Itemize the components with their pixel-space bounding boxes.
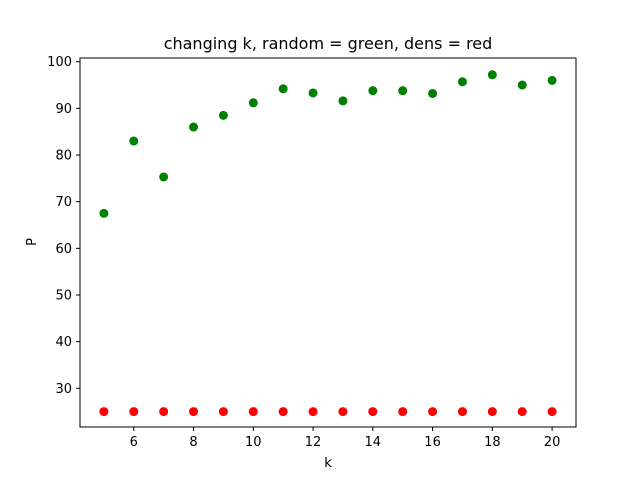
- series-1-point-15: [547, 407, 557, 417]
- series-1-point-11: [428, 407, 438, 417]
- x-tick-label: 18: [484, 435, 501, 450]
- x-tick-label: 6: [130, 435, 138, 450]
- series-0-point-3: [189, 122, 199, 132]
- y-tick-label: 100: [47, 55, 72, 70]
- data-points: [99, 70, 557, 417]
- x-tick-label: 20: [544, 435, 561, 450]
- chart-title: changing k, random = green, dens = red: [164, 34, 493, 53]
- series-1-point-7: [308, 407, 318, 417]
- series-0-point-5: [248, 98, 258, 108]
- series-0-point-6: [278, 84, 288, 94]
- series-0-point-9: [368, 86, 378, 96]
- y-tick-label: 70: [55, 195, 72, 210]
- series-0-point-12: [457, 77, 467, 87]
- y-axis-label: P: [25, 238, 40, 246]
- x-tick-label: 16: [424, 435, 441, 450]
- series-1-point-14: [517, 407, 527, 417]
- series-0-point-11: [428, 88, 438, 98]
- x-axis-ticks: 6 8 10 12 14 16 18 20: [130, 427, 561, 450]
- series-1-point-6: [278, 407, 288, 417]
- series-0-point-2: [159, 172, 169, 182]
- series-1-point-0: [99, 407, 109, 417]
- x-tick-label: 12: [305, 435, 322, 450]
- x-tick-label: 8: [189, 435, 197, 450]
- y-tick-label: 40: [55, 335, 72, 350]
- series-1-point-1: [129, 407, 139, 417]
- y-axis-ticks: 30 40 50 60 70 80 90 100: [47, 55, 80, 397]
- x-tick-label: 10: [245, 435, 262, 450]
- y-tick-label: 60: [55, 242, 72, 257]
- series-0-point-15: [547, 75, 557, 85]
- series-1-point-13: [487, 407, 497, 417]
- series-1-point-10: [398, 407, 408, 417]
- series-1-point-2: [159, 407, 169, 417]
- series-0-point-8: [338, 96, 348, 106]
- y-tick-label: 90: [55, 102, 72, 117]
- series-0-point-1: [129, 136, 139, 146]
- x-axis-label: k: [324, 456, 332, 471]
- series-1-point-9: [368, 407, 378, 417]
- series-1-point-4: [218, 407, 228, 417]
- series-1-point-5: [248, 407, 258, 417]
- series-1-point-12: [457, 407, 467, 417]
- plot-frame: [79, 57, 577, 428]
- y-tick-label: 50: [55, 288, 72, 303]
- y-tick-label: 30: [55, 382, 72, 397]
- series-0-point-13: [487, 70, 497, 80]
- y-tick-label: 80: [55, 149, 72, 164]
- x-tick-label: 14: [365, 435, 382, 450]
- series-0-point-0: [99, 208, 109, 218]
- series-0-point-4: [218, 110, 228, 120]
- series-1-point-8: [338, 407, 348, 417]
- series-0-point-7: [308, 88, 318, 98]
- series-0-point-10: [398, 86, 408, 96]
- series-0-point-14: [517, 80, 527, 90]
- series-1-point-3: [189, 407, 199, 417]
